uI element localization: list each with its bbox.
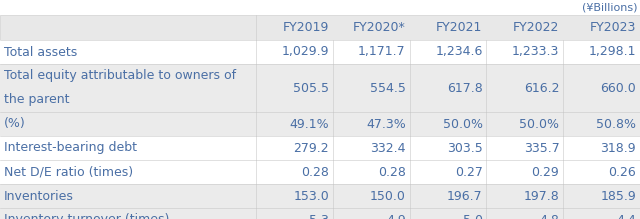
Text: 616.2: 616.2: [524, 81, 559, 95]
Text: Net D/E ratio (times): Net D/E ratio (times): [4, 166, 133, 178]
Text: 47.3%: 47.3%: [366, 118, 406, 131]
Text: (¥Billions): (¥Billions): [582, 2, 637, 12]
Text: 185.9: 185.9: [600, 189, 636, 203]
Text: 505.5: 505.5: [293, 81, 329, 95]
Bar: [0, 64, 640, 112]
Text: Interest-bearing debt: Interest-bearing debt: [4, 141, 137, 154]
Bar: [0, 136, 640, 160]
Bar: [0, 112, 640, 136]
Text: 4.9: 4.9: [386, 214, 406, 219]
Text: 196.7: 196.7: [447, 189, 483, 203]
Text: 5.0: 5.0: [463, 214, 483, 219]
Text: Inventory turnover (times): Inventory turnover (times): [4, 214, 169, 219]
Text: FY2020*: FY2020*: [353, 21, 406, 34]
Text: 197.8: 197.8: [524, 189, 559, 203]
Text: 49.1%: 49.1%: [289, 118, 329, 131]
Text: 0.27: 0.27: [454, 166, 483, 178]
Text: 50.0%: 50.0%: [520, 118, 559, 131]
Text: the parent: the parent: [4, 94, 69, 106]
Text: 50.8%: 50.8%: [596, 118, 636, 131]
Text: 1,233.3: 1,233.3: [512, 46, 559, 58]
Text: FY2019: FY2019: [283, 21, 329, 34]
Bar: [0, 15, 640, 40]
Text: 554.5: 554.5: [370, 81, 406, 95]
Text: 0.28: 0.28: [378, 166, 406, 178]
Bar: [0, 208, 640, 219]
Bar: [0, 40, 640, 64]
Text: 0.26: 0.26: [609, 166, 636, 178]
Text: 4.8: 4.8: [540, 214, 559, 219]
Text: 1,298.1: 1,298.1: [589, 46, 636, 58]
Text: 335.7: 335.7: [524, 141, 559, 154]
Text: 1,234.6: 1,234.6: [435, 46, 483, 58]
Text: (%): (%): [4, 118, 26, 131]
Text: 150.0: 150.0: [370, 189, 406, 203]
Text: 617.8: 617.8: [447, 81, 483, 95]
Text: 318.9: 318.9: [600, 141, 636, 154]
Text: 1,029.9: 1,029.9: [282, 46, 329, 58]
Bar: [0, 160, 640, 184]
Text: 0.28: 0.28: [301, 166, 329, 178]
Text: Total equity attributable to owners of: Total equity attributable to owners of: [4, 69, 236, 83]
Text: 5.3: 5.3: [309, 214, 329, 219]
Bar: [0, 0, 640, 15]
Text: 279.2: 279.2: [293, 141, 329, 154]
Text: 0.29: 0.29: [532, 166, 559, 178]
Text: FY2021: FY2021: [436, 21, 483, 34]
Text: 332.4: 332.4: [371, 141, 406, 154]
Text: 660.0: 660.0: [600, 81, 636, 95]
Text: 4.4: 4.4: [616, 214, 636, 219]
Bar: [0, 184, 640, 208]
Text: 153.0: 153.0: [293, 189, 329, 203]
Text: Inventories: Inventories: [4, 189, 74, 203]
Text: FY2022: FY2022: [513, 21, 559, 34]
Text: 50.0%: 50.0%: [443, 118, 483, 131]
Text: Total assets: Total assets: [4, 46, 77, 58]
Text: FY2023: FY2023: [590, 21, 636, 34]
Text: 1,171.7: 1,171.7: [358, 46, 406, 58]
Text: 303.5: 303.5: [447, 141, 483, 154]
